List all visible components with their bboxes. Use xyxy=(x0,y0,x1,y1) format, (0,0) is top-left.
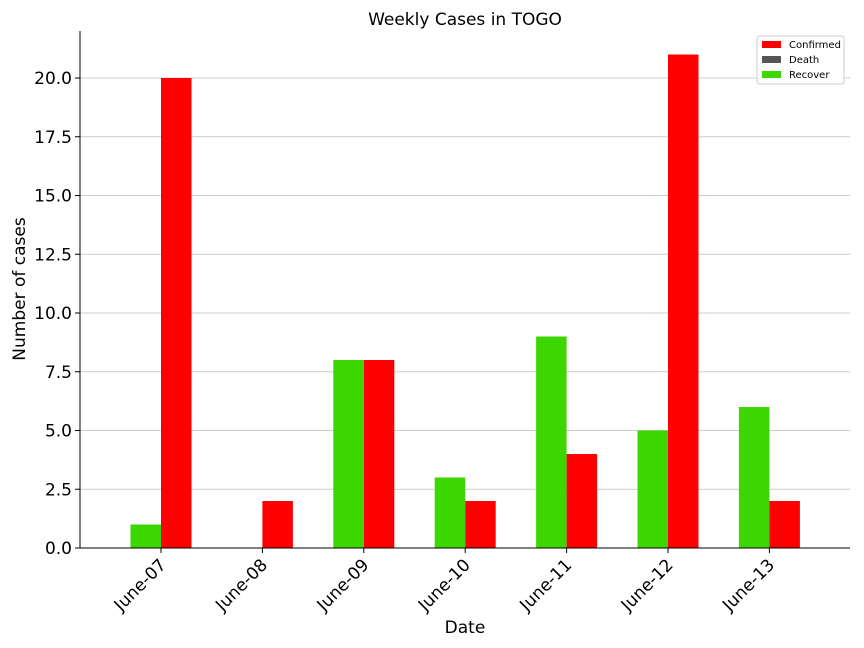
legend-label: Confirmed xyxy=(789,40,841,51)
bar-recover xyxy=(536,336,567,548)
x-axis-title: Date xyxy=(445,618,486,638)
bar-confirmed xyxy=(566,454,598,548)
x-tick-label: June-12 xyxy=(617,555,678,616)
x-tick-label: June-13 xyxy=(718,555,779,616)
legend-label: Death xyxy=(789,55,819,66)
y-tick-label: 0.0 xyxy=(45,539,72,559)
bar-confirmed xyxy=(668,54,699,548)
legend: Confirmed Death Recover xyxy=(756,35,845,85)
x-tick-label: June-07 xyxy=(110,555,171,616)
bar-confirmed xyxy=(262,501,293,548)
bar-recover xyxy=(637,430,668,548)
bar-recover xyxy=(738,407,770,548)
x-tick-label: June-11 xyxy=(515,555,576,616)
y-axis-title: Number of cases xyxy=(10,217,30,361)
bar-recover xyxy=(333,360,364,548)
legend-label: Recover xyxy=(789,70,830,81)
x-ticks: June-07 June-08 June-09 June-10 June-11 June-… xyxy=(110,548,779,616)
y-tick-label: 2.5 xyxy=(45,480,72,500)
y-tick-label: 20.0 xyxy=(34,69,72,89)
x-tick-label: June-09 xyxy=(313,555,374,616)
chart-title: Weekly Cases in TOGO xyxy=(368,10,562,30)
y-tick-label: 7.5 xyxy=(45,363,72,383)
y-tick-label: 10.0 xyxy=(34,304,72,324)
bar-recover xyxy=(130,524,161,548)
bar-recover xyxy=(434,477,466,548)
y-tick-label: 15.0 xyxy=(34,187,72,207)
bar-confirmed xyxy=(363,360,395,548)
legend-swatch xyxy=(762,41,781,48)
y-tick-label: 5.0 xyxy=(45,422,72,442)
legend-swatch xyxy=(762,71,781,78)
grid xyxy=(80,77,850,490)
legend-swatch xyxy=(762,56,781,63)
bars xyxy=(130,54,800,548)
x-tick-label: June-08 xyxy=(211,555,272,616)
axes xyxy=(79,31,850,549)
x-tick-label: June-10 xyxy=(414,555,475,616)
bar-confirmed xyxy=(465,501,496,548)
bar-confirmed xyxy=(161,78,192,548)
y-ticks: 0.0 2.5 5.0 7.5 10.0 12.5 15.0 17.5 20.0 xyxy=(34,69,80,559)
y-tick-label: 17.5 xyxy=(34,128,72,148)
y-tick-label: 12.5 xyxy=(34,245,72,265)
bar-confirmed xyxy=(769,501,800,548)
